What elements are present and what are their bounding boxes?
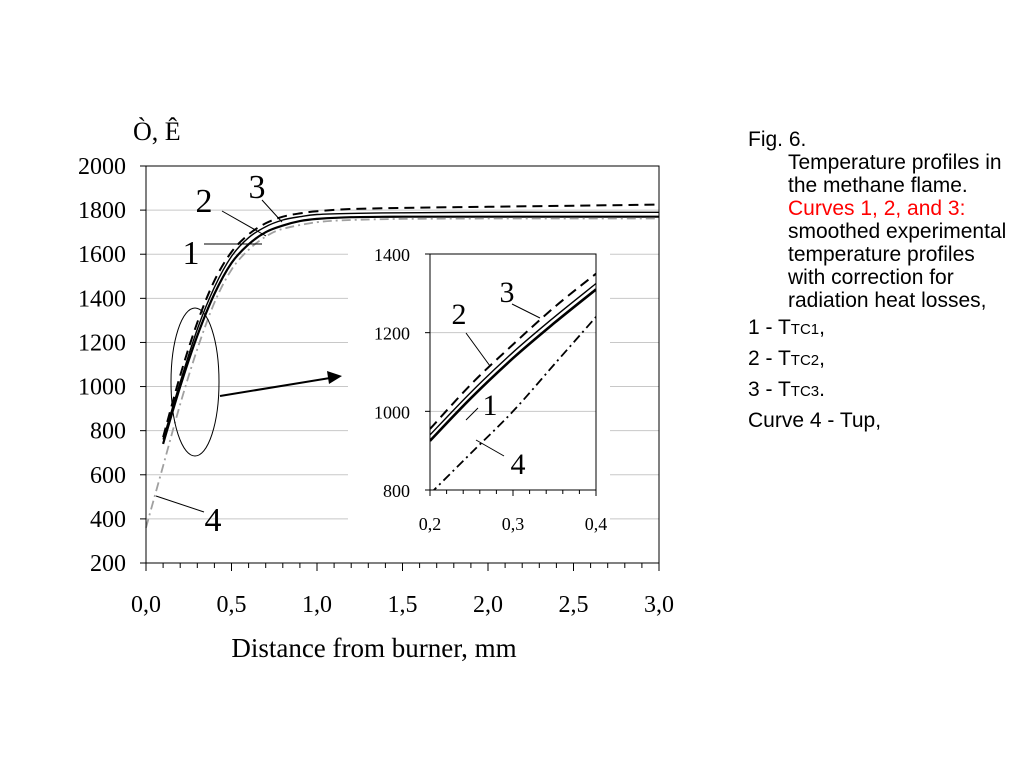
- label-3-leader: [261, 199, 283, 223]
- main-curve-label-1: 1: [183, 235, 200, 272]
- main-series-3-line: [162, 203, 660, 438]
- caption-item-prefix: 3 - T: [748, 378, 791, 401]
- caption-text-before: Temperature profiles in the methane flam…: [788, 151, 1002, 197]
- caption-fig-label: Fig. 6.: [748, 128, 807, 151]
- main-y-tick-label: 800: [90, 419, 126, 445]
- label-4-leader: [155, 495, 205, 513]
- inset-curve-label-1: 1: [483, 389, 498, 422]
- caption-item-2: 2 - TTC2,: [748, 347, 1010, 372]
- main-x-tick-label: 2,5: [559, 592, 589, 618]
- main-axes: [140, 165, 660, 571]
- caption-item-sub: TC2: [790, 352, 820, 369]
- inset-x-tick-label: 0,3: [502, 514, 525, 534]
- main-y-tick-label: 600: [90, 463, 126, 489]
- inset-label-3-leader: [511, 303, 541, 319]
- inset-series-1-line: [430, 288, 596, 442]
- y-axis-label: Ò, Ê: [133, 117, 181, 146]
- inset-background: [348, 238, 610, 538]
- inset-panel: [348, 238, 610, 538]
- main-y-tick-label: 2000: [78, 154, 126, 180]
- inset-x-tick-label: 0,2: [419, 514, 442, 534]
- main-curve-label-4: 4: [205, 502, 222, 539]
- main-y-tick-label: 200: [90, 551, 126, 577]
- caption-item-suffix: ,: [819, 316, 825, 339]
- inset-series-4-line: [432, 316, 596, 490]
- chart-annotations: [155, 199, 541, 513]
- label-2-leader: [221, 210, 267, 237]
- main-y-tick-label: 1000: [78, 375, 126, 401]
- zoom-ellipse: [170, 307, 220, 457]
- inset-y-tick-label: 1000: [374, 402, 410, 422]
- main-x-tick-label: 1,0: [302, 592, 332, 618]
- inset-series-2-line: [430, 282, 596, 436]
- main-y-tick-label: 1400: [78, 286, 126, 312]
- caption-item-1: 1 - TTC1,: [748, 316, 1010, 341]
- inset-label-1-leader: [465, 407, 479, 421]
- inset-curve-label-3: 3: [500, 276, 515, 309]
- main-x-tick-label: 1,5: [388, 592, 418, 618]
- main-y-tick-label: 1600: [78, 242, 126, 268]
- caption-item-sub: TC1: [790, 321, 820, 338]
- caption-text-after: smoothed experimental temperature profil…: [788, 220, 1007, 312]
- main-x-tick-label: 0,0: [131, 592, 161, 618]
- main-series-2-line: [162, 211, 659, 440]
- main-series-1-line: [162, 215, 659, 445]
- inset-y-tick-label: 1200: [374, 324, 410, 344]
- main-curve-label-2: 2: [196, 183, 213, 220]
- main-x-tick-label: 2,0: [473, 592, 503, 618]
- main-y-tick-label: 1800: [78, 198, 126, 224]
- caption-item-3: 3 - TTC3.: [748, 378, 1010, 403]
- main-y-tick-label: 400: [90, 507, 126, 533]
- main-y-tick-label: 1200: [78, 330, 126, 356]
- main-series: [145, 203, 660, 528]
- inset-label-4-leader: [475, 439, 505, 457]
- caption-item-prefix: 1 - T: [748, 316, 791, 339]
- main-x-tick-label: 0,5: [217, 592, 247, 618]
- inset-axes: [425, 253, 597, 496]
- caption-text-red: Curves 1, 2, and 3:: [788, 197, 966, 220]
- caption-main: Fig. 6. Temperature profiles in the meth…: [748, 128, 1010, 312]
- zoom-arrowhead: [327, 371, 342, 384]
- inset-y-tick-label: 800: [383, 481, 410, 501]
- caption-item-suffix: ,: [819, 347, 825, 370]
- inset-y-tick-label: 1400: [374, 245, 410, 265]
- inset-series-3-line: [430, 272, 596, 430]
- caption-item-sub: TC3: [790, 383, 820, 400]
- inset-series: [430, 272, 596, 490]
- x-axis-label: Distance from burner, mm: [231, 633, 516, 663]
- main-series-4-line: [145, 217, 659, 528]
- inset-curve-label-2: 2: [452, 298, 467, 331]
- inset-x-tick-label: 0,4: [585, 514, 608, 534]
- zoom-arrow-shaft: [219, 377, 331, 397]
- caption-curve4: Curve 4 - Tup,: [748, 409, 882, 432]
- inset-label-2-leader: [465, 332, 491, 367]
- caption-item-prefix: 2 - T: [748, 347, 791, 370]
- inset-curve-label-4: 4: [511, 448, 526, 481]
- main-curve-label-3: 3: [249, 169, 266, 206]
- caption-description: Temperature profiles in the methane flam…: [748, 151, 1010, 312]
- figure-caption: Fig. 6. Temperature profiles in the meth…: [748, 128, 1010, 438]
- main-x-tick-label: 3,0: [644, 592, 674, 618]
- caption-item-suffix: .: [819, 378, 825, 401]
